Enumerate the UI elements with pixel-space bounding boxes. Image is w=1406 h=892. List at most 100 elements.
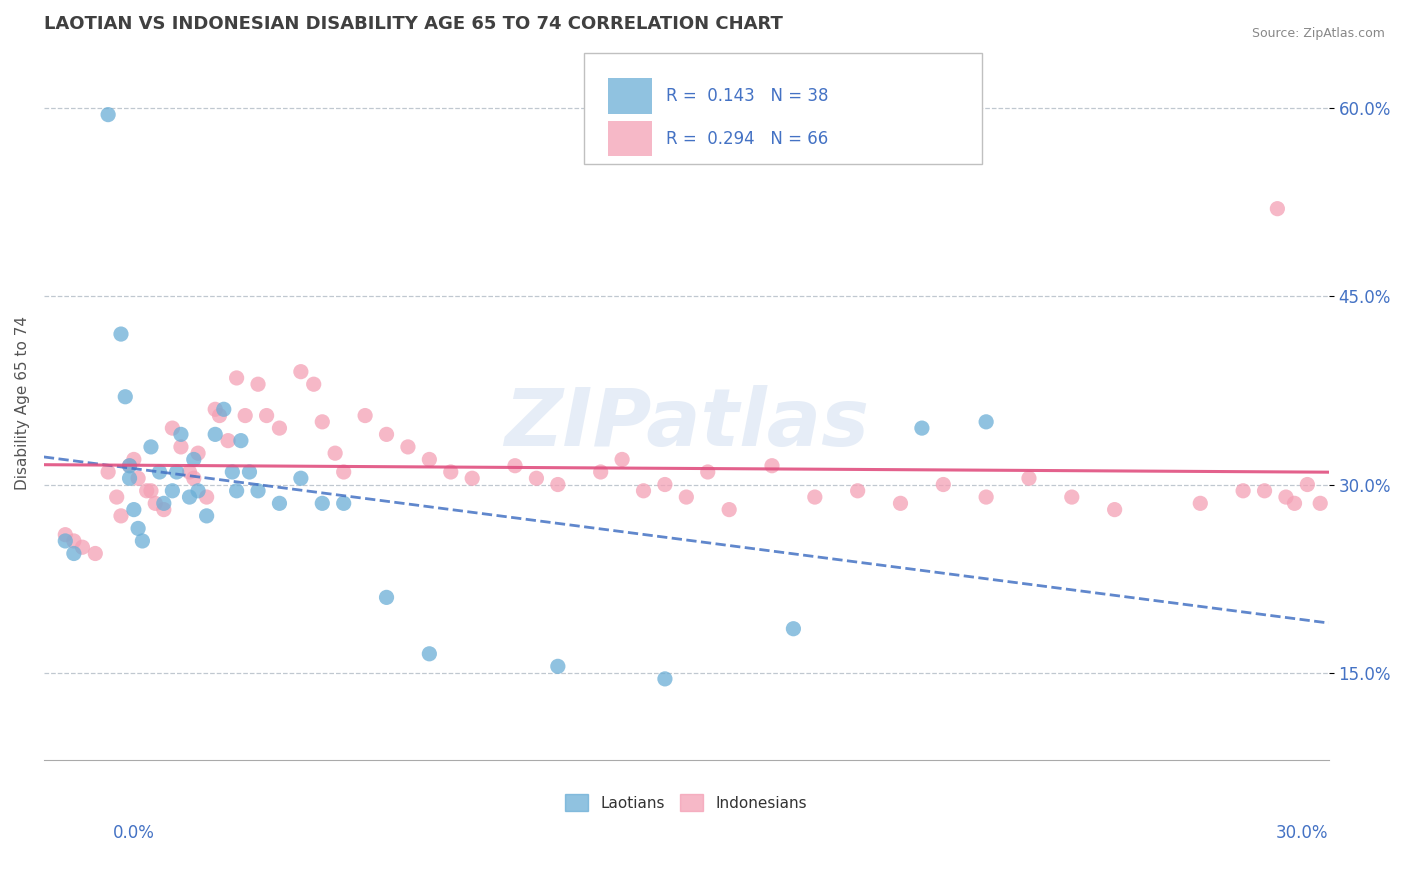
Point	[696, 465, 718, 479]
Point	[179, 490, 201, 504]
Point	[256, 409, 278, 423]
Point	[118, 471, 141, 485]
Point	[179, 465, 201, 479]
Point	[1253, 483, 1275, 498]
Point	[247, 483, 270, 498]
Point	[269, 421, 291, 435]
Point	[166, 465, 188, 479]
Point	[208, 409, 231, 423]
Y-axis label: Disability Age 65 to 74: Disability Age 65 to 74	[15, 316, 30, 490]
Point	[187, 446, 209, 460]
Point	[804, 490, 827, 504]
Point	[846, 483, 869, 498]
Point	[354, 409, 377, 423]
Point	[1296, 477, 1319, 491]
Point	[761, 458, 783, 473]
Point	[187, 483, 209, 498]
Point	[153, 496, 176, 510]
Point	[654, 672, 676, 686]
Point	[118, 458, 141, 473]
Point	[461, 471, 484, 485]
Point	[238, 465, 260, 479]
Point	[290, 471, 312, 485]
Point	[148, 465, 170, 479]
Point	[114, 390, 136, 404]
Point	[547, 477, 569, 491]
Point	[503, 458, 526, 473]
Point	[269, 496, 291, 510]
Point	[162, 483, 184, 498]
Point	[63, 547, 86, 561]
Point	[110, 327, 132, 342]
Point	[332, 465, 354, 479]
Text: R =  0.143   N = 38: R = 0.143 N = 38	[666, 87, 828, 104]
Point	[302, 377, 325, 392]
Point	[247, 377, 270, 392]
Point	[63, 533, 86, 548]
Point	[97, 465, 120, 479]
Point	[204, 402, 226, 417]
Point	[654, 477, 676, 491]
Point	[204, 427, 226, 442]
Text: 30.0%: 30.0%	[1277, 824, 1329, 842]
Text: ZIPatlas: ZIPatlas	[503, 385, 869, 464]
Legend: Laotians, Indonesians: Laotians, Indonesians	[560, 789, 813, 817]
Point	[225, 371, 247, 385]
Point	[53, 533, 76, 548]
Point	[127, 471, 149, 485]
Point	[547, 659, 569, 673]
Point	[911, 421, 934, 435]
FancyBboxPatch shape	[583, 53, 981, 163]
Point	[1275, 490, 1298, 504]
Point	[183, 471, 205, 485]
FancyBboxPatch shape	[607, 120, 651, 156]
Point	[1232, 483, 1254, 498]
Text: R =  0.294   N = 66: R = 0.294 N = 66	[666, 129, 828, 147]
Point	[974, 415, 997, 429]
Point	[418, 452, 440, 467]
Point	[122, 452, 145, 467]
Point	[195, 508, 218, 523]
Point	[375, 427, 398, 442]
Point	[1104, 502, 1126, 516]
Point	[225, 483, 247, 498]
Point	[290, 365, 312, 379]
Point	[1018, 471, 1040, 485]
Text: LAOTIAN VS INDONESIAN DISABILITY AGE 65 TO 74 CORRELATION CHART: LAOTIAN VS INDONESIAN DISABILITY AGE 65 …	[44, 15, 783, 33]
Point	[526, 471, 548, 485]
Point	[589, 465, 612, 479]
Point	[675, 490, 697, 504]
Point	[1309, 496, 1331, 510]
Point	[170, 427, 193, 442]
Point	[139, 483, 162, 498]
Point	[440, 465, 463, 479]
Point	[217, 434, 239, 448]
Point	[332, 496, 354, 510]
Point	[53, 527, 76, 541]
Point	[1060, 490, 1083, 504]
Point	[610, 452, 633, 467]
Text: Source: ZipAtlas.com: Source: ZipAtlas.com	[1251, 27, 1385, 40]
Point	[195, 490, 218, 504]
Text: 0.0%: 0.0%	[112, 824, 155, 842]
Point	[118, 458, 141, 473]
Point	[127, 521, 149, 535]
Point	[122, 502, 145, 516]
Point	[323, 446, 346, 460]
FancyBboxPatch shape	[607, 78, 651, 113]
Point	[139, 440, 162, 454]
Point	[212, 402, 235, 417]
Point	[1284, 496, 1306, 510]
Point	[396, 440, 419, 454]
Point	[311, 415, 333, 429]
Point	[889, 496, 911, 510]
Point	[782, 622, 804, 636]
Point	[932, 477, 955, 491]
Point	[110, 508, 132, 523]
Point	[1189, 496, 1212, 510]
Point	[229, 434, 252, 448]
Point	[131, 533, 153, 548]
Point	[170, 440, 193, 454]
Point	[233, 409, 256, 423]
Point	[105, 490, 128, 504]
